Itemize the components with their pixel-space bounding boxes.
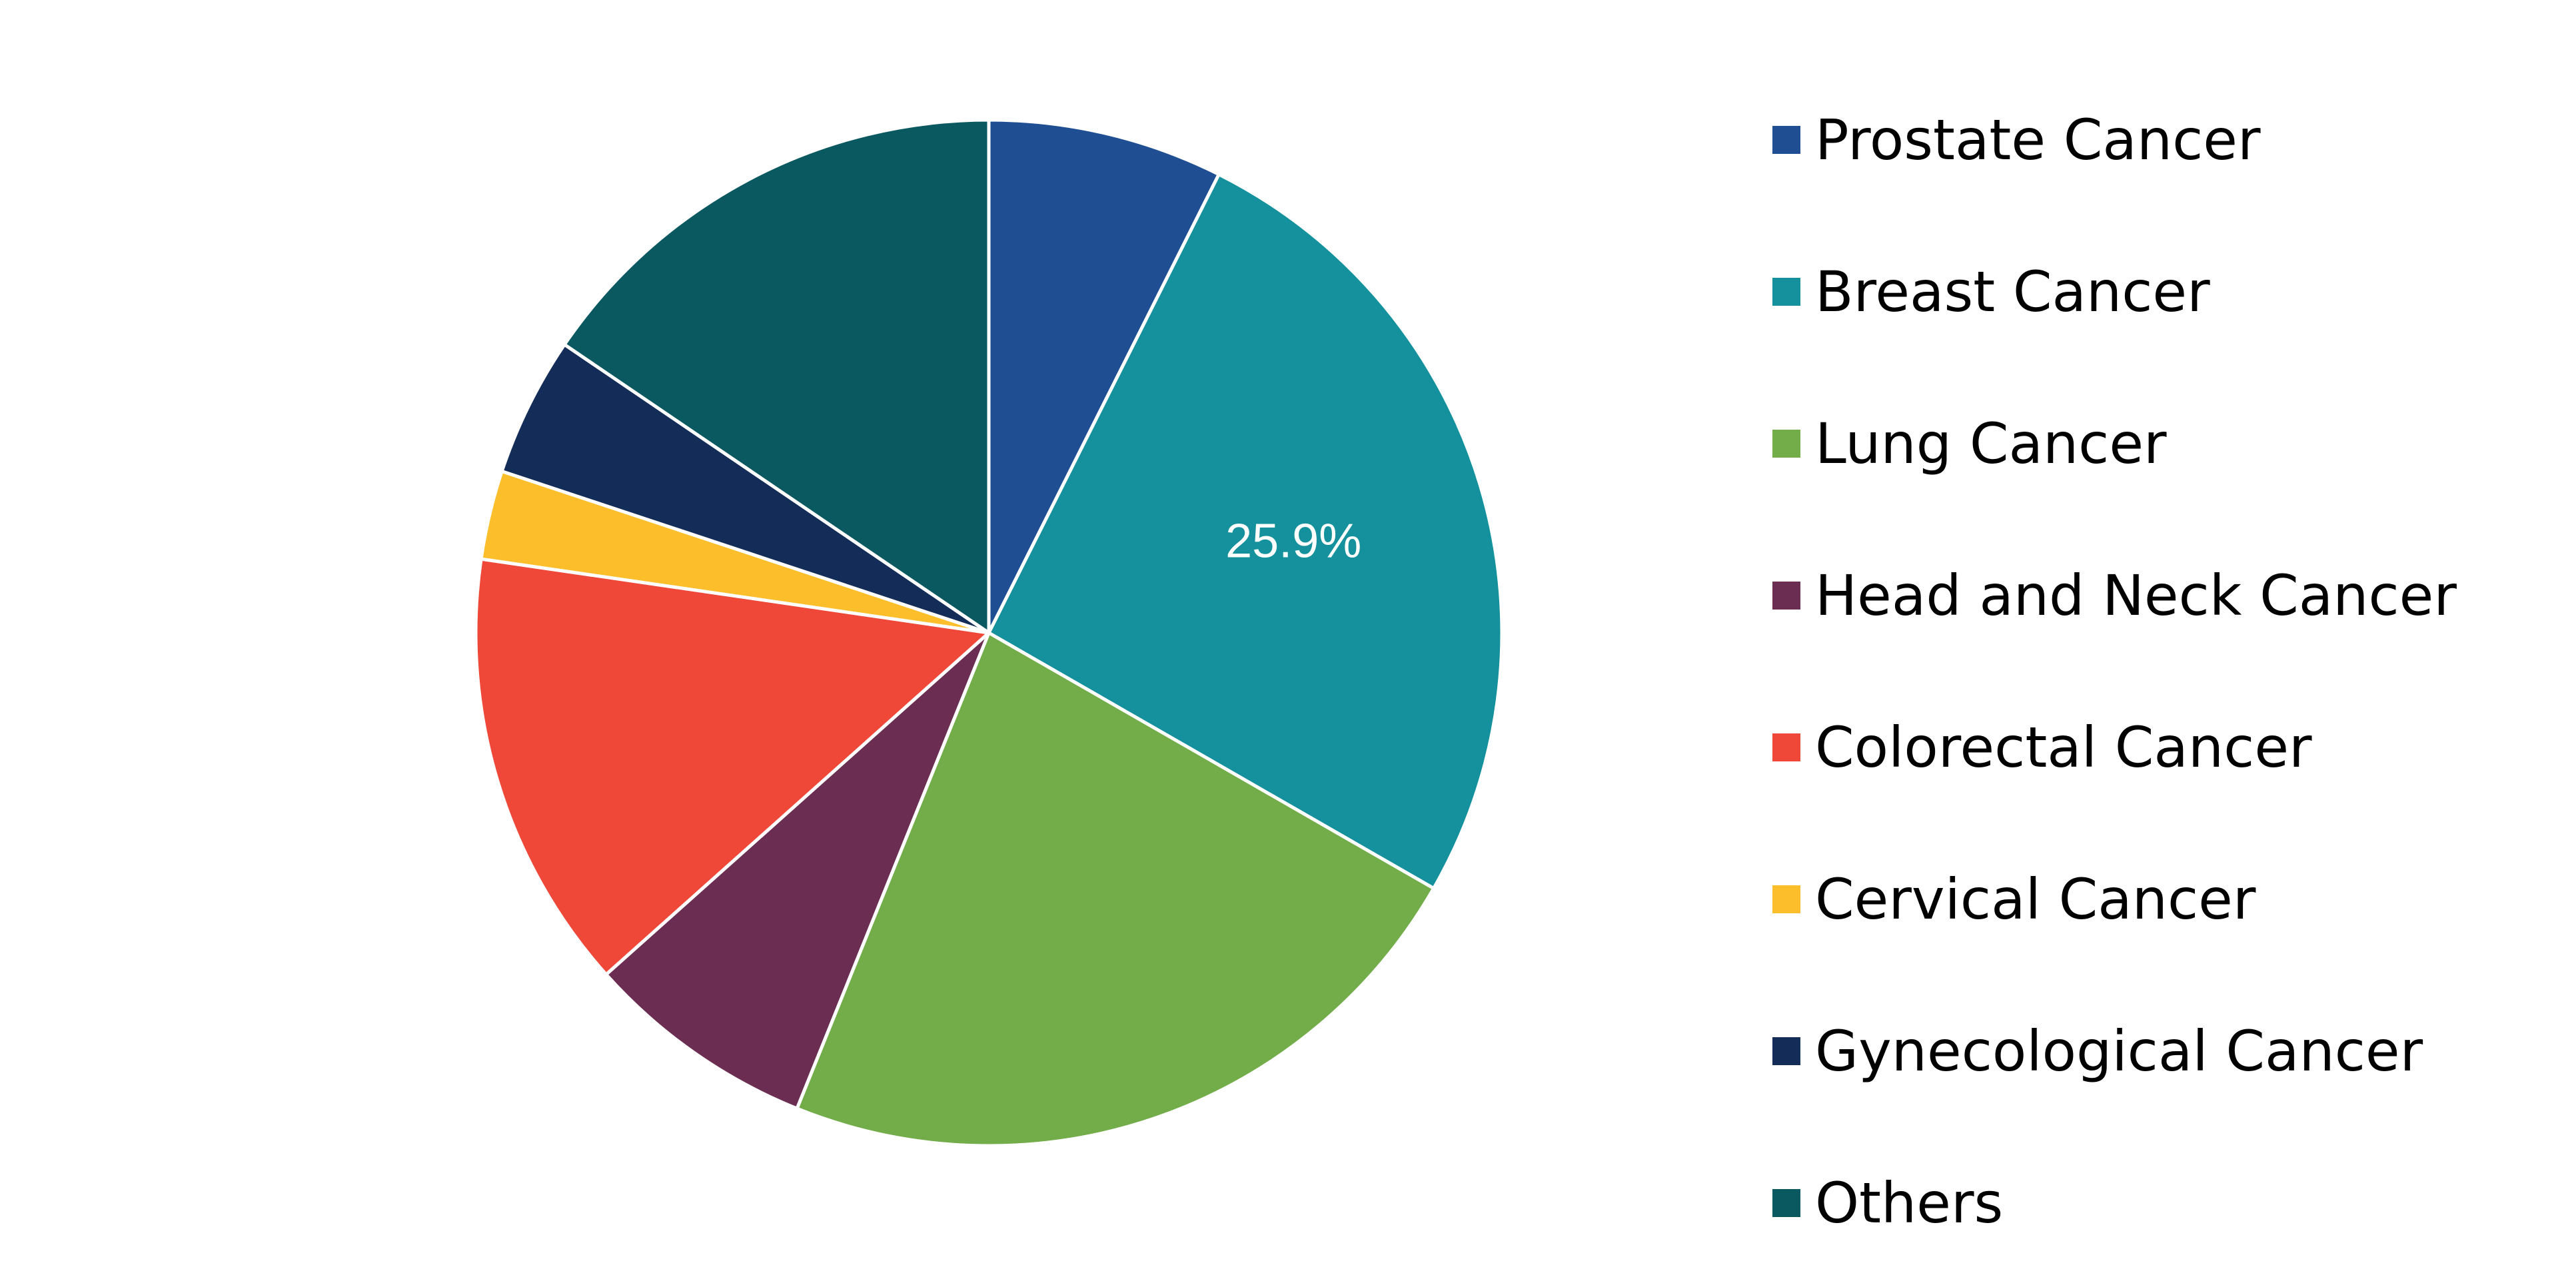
legend-item-lung-cancer: Lung Cancer — [1772, 368, 2457, 520]
legend-swatch — [1772, 1189, 1800, 1217]
legend-item-breast-cancer: Breast Cancer — [1772, 216, 2457, 368]
legend-label: Cervical Cancer — [1815, 867, 2256, 932]
legend-swatch — [1772, 582, 1800, 610]
pie-data-labels: 25.9% — [1225, 515, 1361, 568]
legend-swatch — [1772, 733, 1800, 761]
chart-legend: Prostate Cancer Breast Cancer Lung Cancer H… — [1772, 64, 2457, 1279]
legend-swatch — [1772, 430, 1800, 458]
legend-item-gynecological-cancer: Gynecological Cancer — [1772, 975, 2457, 1127]
legend-swatch — [1772, 126, 1800, 154]
legend-item-head-and-neck-cancer: Head and Neck Cancer — [1772, 520, 2457, 671]
pie-slice-lung-cancer — [795, 631, 1436, 1148]
legend-label: Colorectal Cancer — [1815, 715, 2312, 780]
data-label-breast-cancer: 25.9% — [1225, 515, 1361, 568]
legend-swatch — [1772, 1037, 1800, 1065]
legend-swatch — [1772, 885, 1800, 913]
pie-slice-colorectal-cancer — [474, 557, 991, 977]
legend-label: Others — [1815, 1170, 2004, 1236]
legend-item-others: Others — [1772, 1127, 2457, 1279]
legend-item-cervical-cancer: Cervical Cancer — [1772, 823, 2457, 975]
pie-slices — [474, 118, 1504, 1148]
legend-label: Lung Cancer — [1815, 411, 2167, 476]
legend-item-colorectal-cancer: Colorectal Cancer — [1772, 671, 2457, 823]
pie-slice-gynecological-cancer — [500, 342, 991, 635]
pie-slice-breast-cancer — [987, 173, 1504, 891]
legend-label: Gynecological Cancer — [1815, 1019, 2423, 1084]
pie-slice-others — [562, 118, 991, 635]
legend-swatch — [1772, 278, 1800, 306]
pie-slice-prostate-cancer — [987, 118, 1221, 635]
legend-label: Head and Neck Cancer — [1815, 563, 2457, 628]
legend-label: Breast Cancer — [1815, 259, 2210, 324]
pie-slice-head-and-neck-cancer — [604, 631, 991, 1110]
legend-item-prostate-cancer: Prostate Cancer — [1772, 64, 2457, 216]
legend-label: Prostate Cancer — [1815, 107, 2261, 173]
